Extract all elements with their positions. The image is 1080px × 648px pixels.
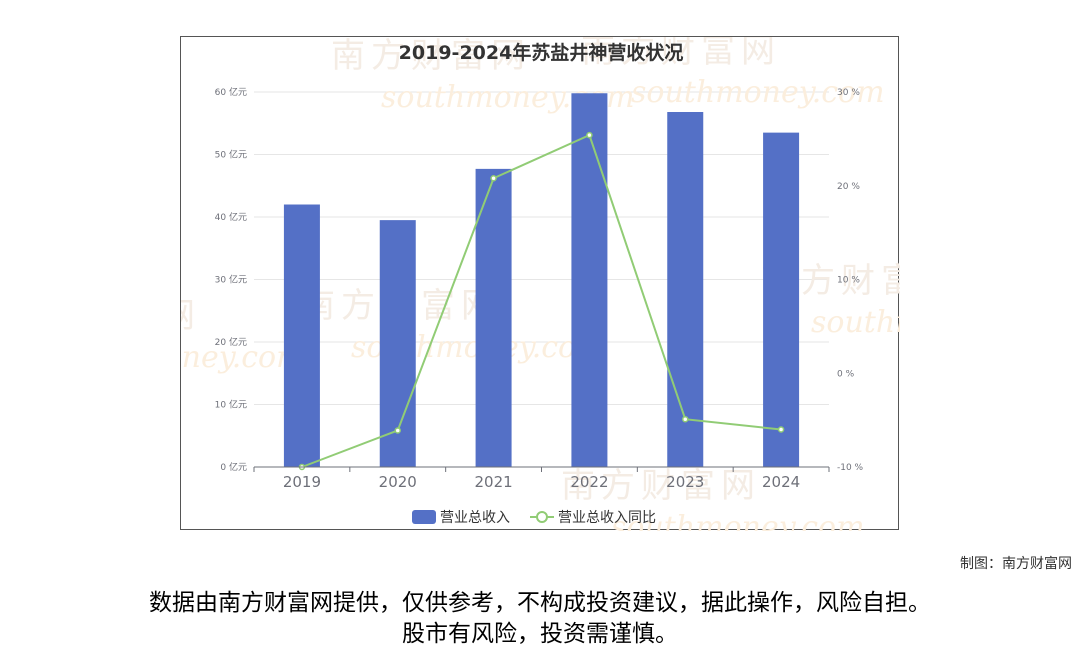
disclaimer-line-2: 股市有风险，投资需谨慎。	[402, 621, 678, 647]
x-tick-label: 2022	[570, 473, 608, 491]
watermark-en: southmoney.com	[611, 510, 865, 531]
line-point	[682, 415, 689, 423]
y-left-tick-label: 60 亿元	[215, 86, 247, 98]
line-point	[394, 427, 401, 434]
y-right-tick-label: 0 %	[837, 369, 855, 379]
bar	[571, 93, 608, 467]
axes: 0 亿元 10 亿元 20 亿元 30 亿元 40 亿元 50 亿元 60 亿元 -10 % 0…	[215, 86, 864, 491]
line-point	[586, 131, 593, 139]
y-left-tick-label: 30 亿元	[215, 274, 247, 286]
legend-line-marker	[536, 511, 548, 523]
watermark-cn: 南方财富网	[581, 37, 781, 71]
legend-bar-label: 营业总收入	[440, 510, 510, 526]
y-right-tick-label: 30 %	[837, 88, 860, 98]
line-series-path	[301, 133, 782, 468]
line-point	[490, 175, 497, 182]
bar	[763, 132, 800, 467]
y-left-tick-label: 40 亿元	[215, 211, 247, 223]
x-tick-label: 2023	[666, 473, 704, 491]
line-series	[298, 131, 785, 471]
bar-series	[283, 93, 800, 467]
legend-bar-swatch	[412, 510, 436, 524]
y-right-tick-label: 10 %	[837, 276, 860, 286]
legend-line-label: 营业总收入同比	[558, 510, 656, 526]
chart-title: 2019-2024年苏盐井神营收状况	[399, 41, 684, 64]
bar	[379, 220, 416, 467]
watermark-en: southmoney.com	[811, 305, 900, 340]
disclaimer-line-1: 数据由南方财富网提供，仅供参考，不构成投资建议，据此操作，风险自担。	[149, 590, 931, 616]
x-tick-label: 2020	[379, 473, 417, 491]
x-tick-label: 2024	[762, 473, 800, 491]
y-left-tick-label: 20 亿元	[215, 336, 247, 348]
y-right-tick-label: 20 %	[837, 182, 860, 192]
chart-svg: 南方财富网 southmoney.com 南方财富网 southmoney.com 南方…	[181, 37, 900, 531]
y-left-tick-label: 50 亿元	[215, 149, 247, 161]
legend[interactable]: 营业总收入 营业总收入同比	[412, 510, 656, 526]
watermark-en: southmoney.com	[631, 75, 885, 110]
bar	[283, 204, 320, 467]
watermark-cn: 南方财富网	[331, 37, 531, 76]
x-tick-label: 2019	[283, 473, 321, 491]
grid-lines	[254, 91, 829, 405]
chart-frame: 南方财富网 southmoney.com 南方财富网 southmoney.com 南方…	[180, 36, 900, 531]
watermark-cn: 南方财富网	[181, 296, 201, 336]
chart-credit: 制图：南方财富网	[960, 556, 1072, 572]
y-right-tick-label: -10 %	[837, 463, 864, 473]
x-tick-label: 2021	[474, 473, 512, 491]
bar	[667, 112, 704, 467]
y-left-tick-label: 10 亿元	[215, 399, 247, 411]
line-point	[777, 426, 785, 433]
bar	[475, 168, 512, 467]
y-left-tick-label: 0 亿元	[220, 461, 247, 473]
watermark-cn: 南方财富网	[561, 466, 761, 506]
